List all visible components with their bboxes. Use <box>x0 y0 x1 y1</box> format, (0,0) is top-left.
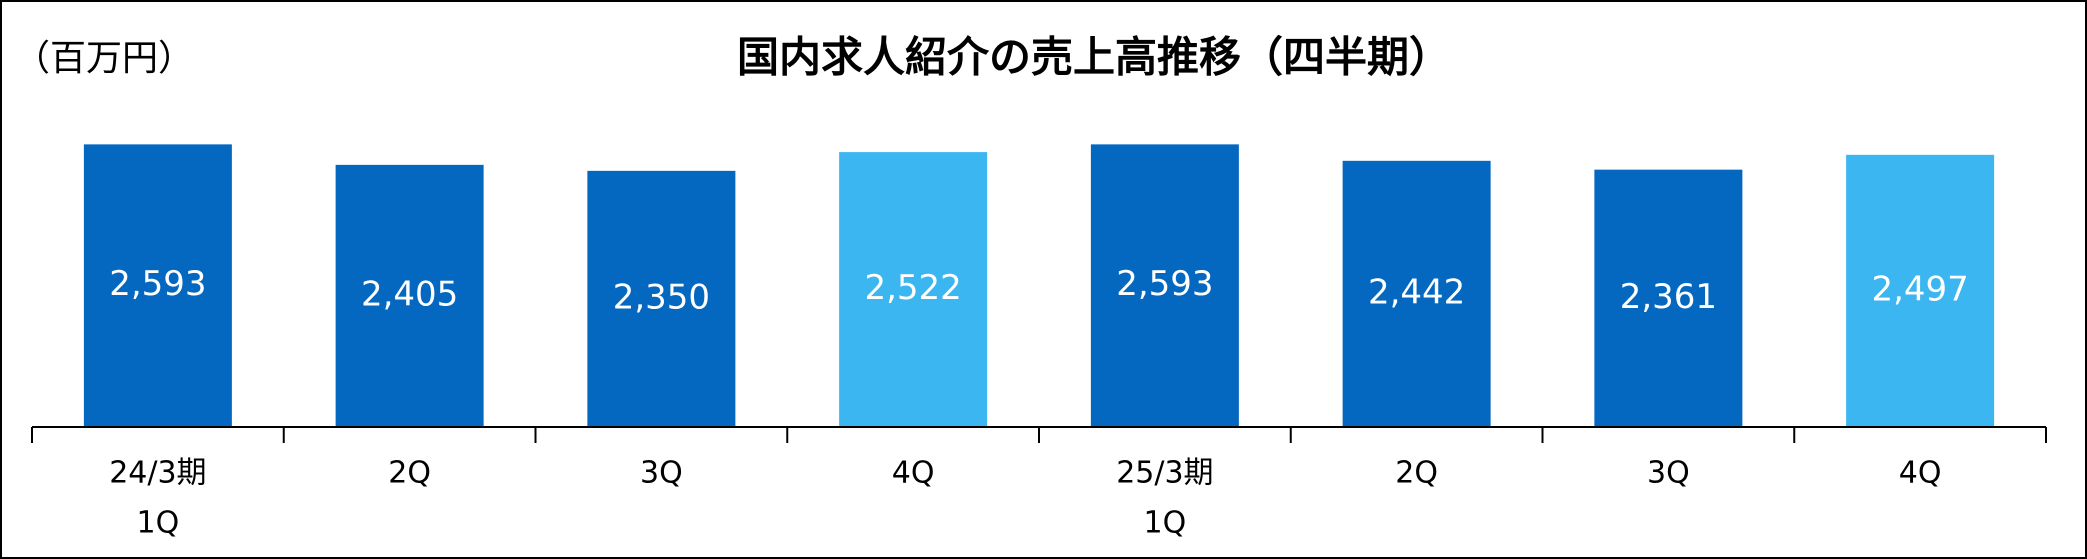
bar <box>83 144 232 427</box>
x-tick-label: 4Q <box>1899 456 1942 491</box>
x-tick-label: 4Q <box>892 456 935 491</box>
x-tick-label: 25/3期 <box>1116 456 1213 491</box>
bar <box>1090 144 1239 427</box>
x-tick-label: 2Q <box>1395 456 1438 491</box>
x-tick-label: 3Q <box>1647 456 1690 491</box>
data-label: 2,497 <box>1871 269 1968 309</box>
data-label: 2,442 <box>1368 272 1465 312</box>
bar <box>587 170 736 427</box>
data-label: 2,350 <box>613 277 710 317</box>
data-label: 2,361 <box>1620 277 1717 317</box>
data-label: 2,405 <box>361 274 458 314</box>
bar <box>1846 154 1995 427</box>
data-label: 2,522 <box>864 268 961 308</box>
chart-title: 国内求人紹介の売上高推移（四半期） <box>737 33 1451 82</box>
unit-label: （百万円） <box>14 38 194 79</box>
bar <box>839 152 988 428</box>
data-label: 2,593 <box>109 264 206 304</box>
x-tick-label: 3Q <box>640 456 683 491</box>
x-tick-label: 24/3期 <box>109 456 206 491</box>
data-label: 2,593 <box>1116 264 1213 304</box>
bar <box>335 164 484 428</box>
x-tick-label: 2Q <box>388 456 431 491</box>
bar <box>1342 160 1491 427</box>
bar <box>1594 169 1743 427</box>
x-tick-label: 1Q <box>137 506 180 541</box>
x-tick-label: 1Q <box>1144 506 1187 541</box>
